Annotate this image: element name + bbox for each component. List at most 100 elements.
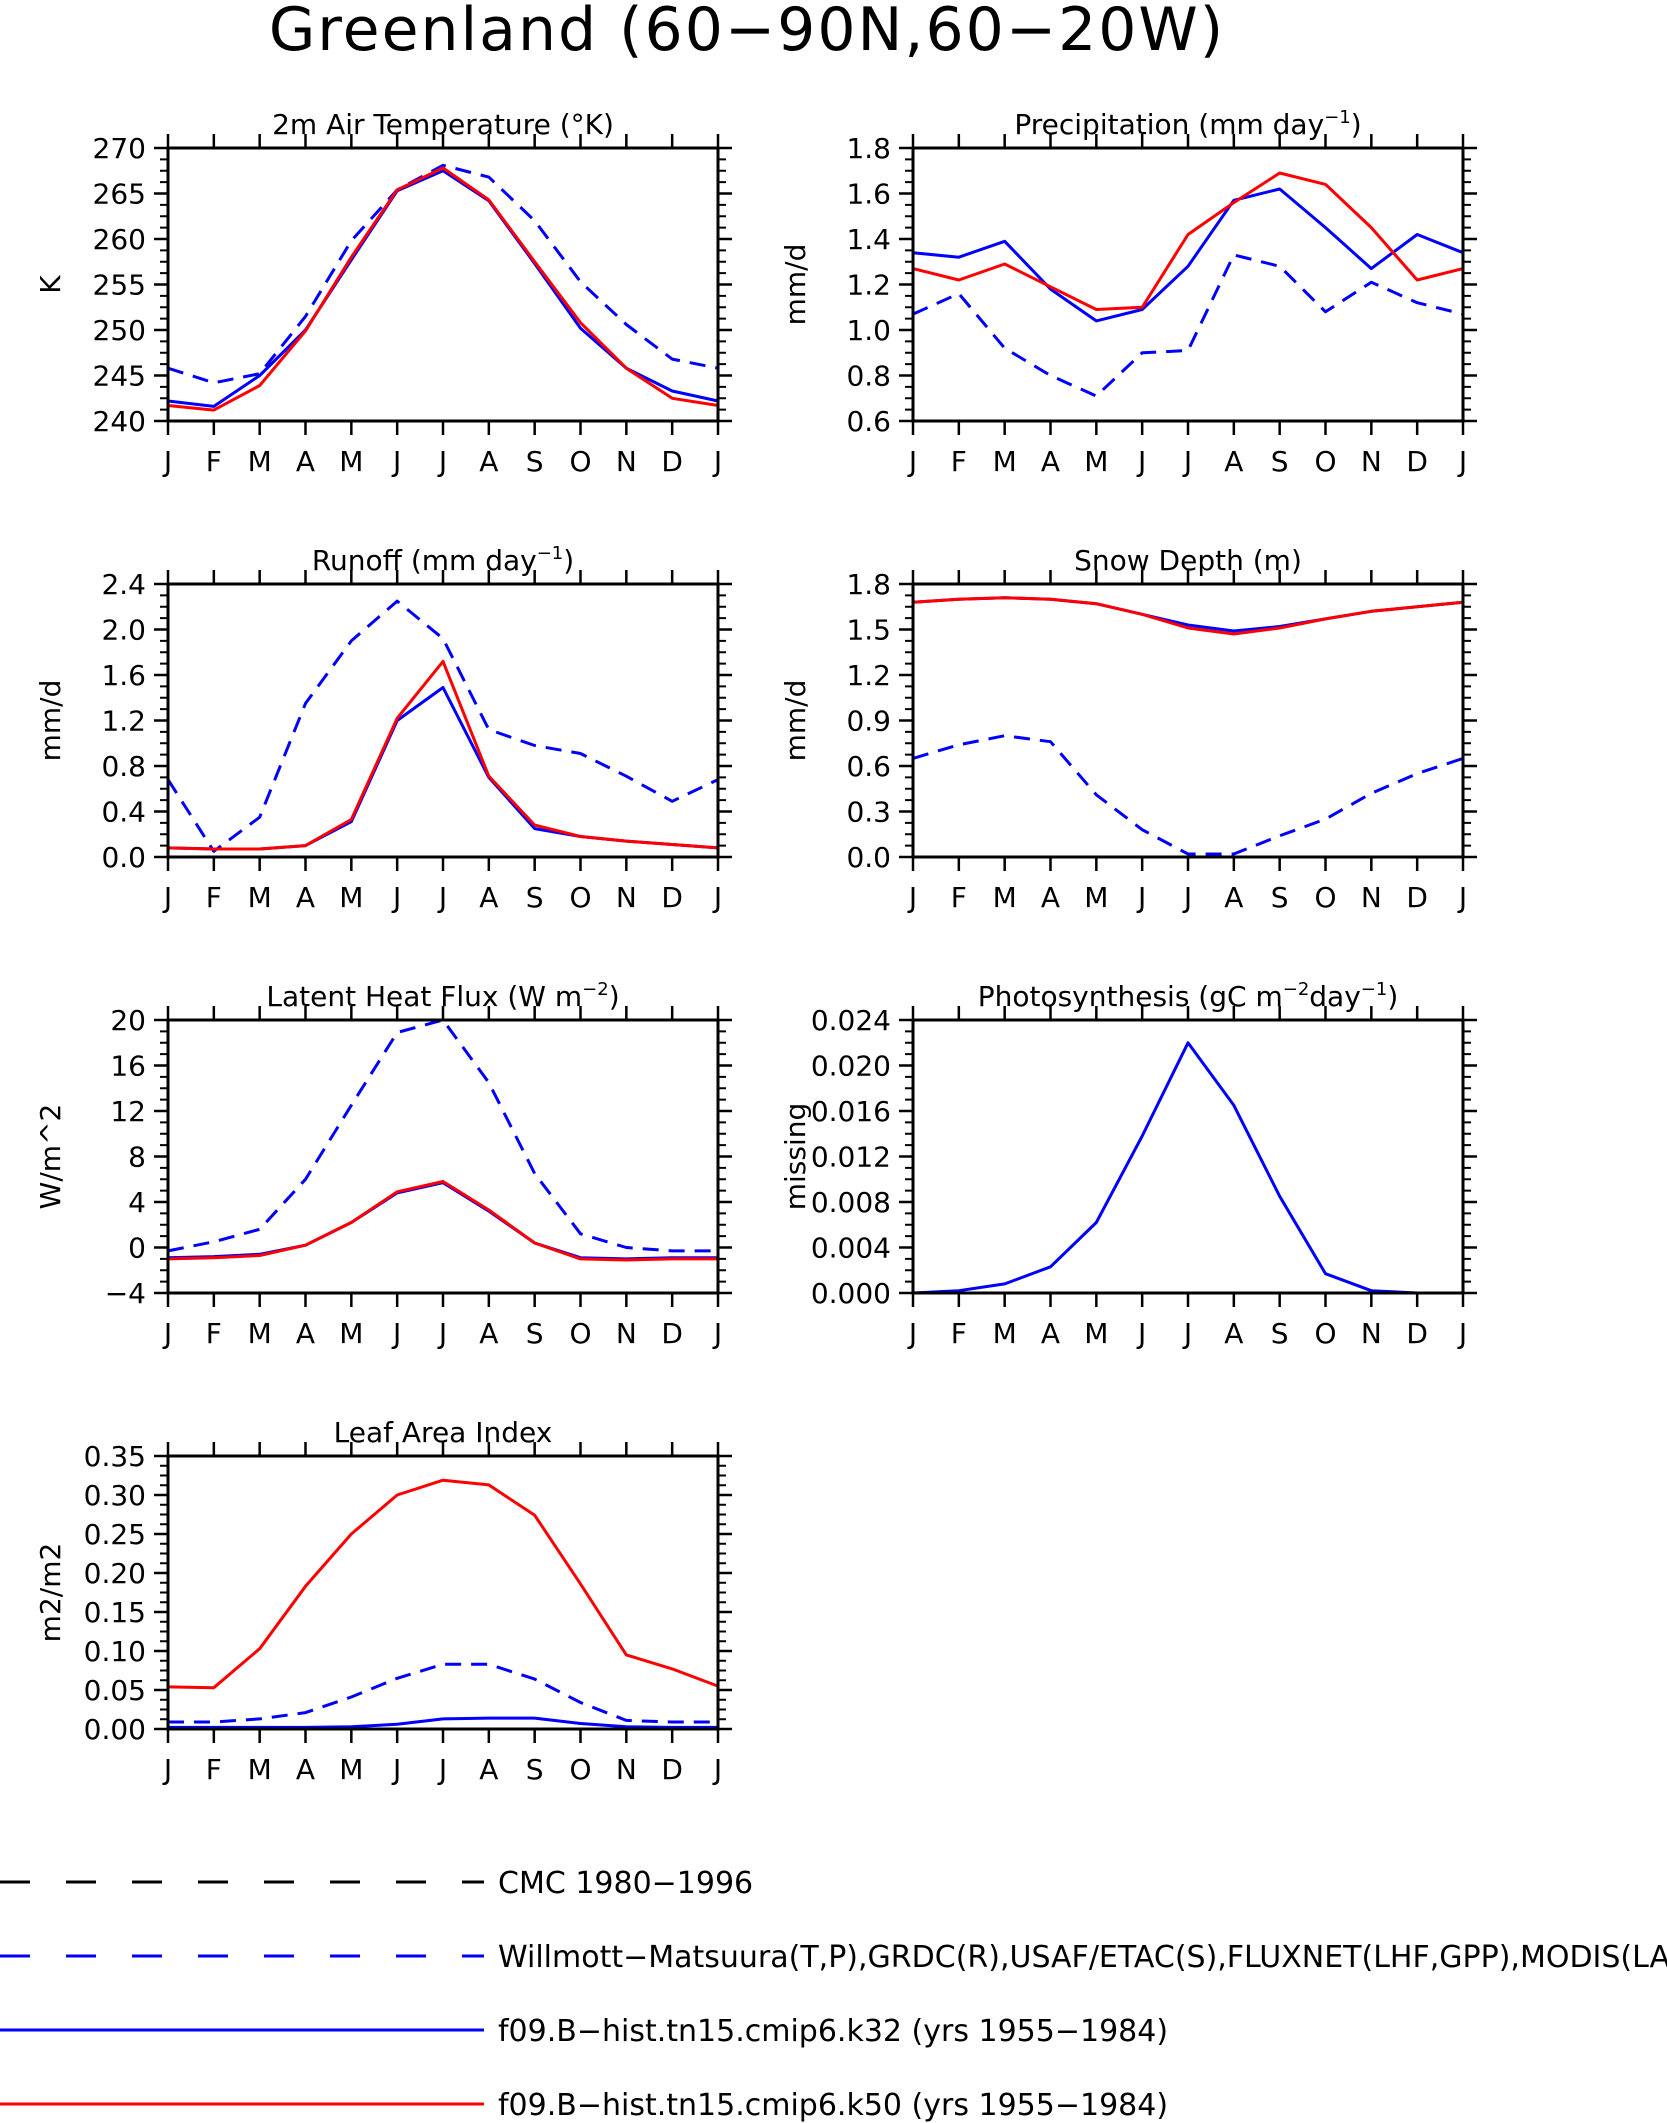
x-tick-label: N: [616, 1317, 637, 1350]
y-tick-label: 1.8: [846, 132, 891, 165]
panel-prec: Precipitation (mm day−1) 0.6 0.8 1.0 1.2 1.4 1…: [779, 107, 1477, 478]
panel-title: Photosynthesis (gC m−2day−1): [978, 979, 1399, 1013]
x-tick-label: M: [339, 1753, 363, 1786]
x-tick-label: A: [479, 1317, 498, 1350]
y-axis-label: m2/m2: [34, 1543, 67, 1643]
x-tick-label: A: [479, 881, 498, 914]
title-suffix: day: [1309, 980, 1361, 1013]
x-tick-label: N: [1361, 1317, 1382, 1350]
chart-panels: 2m Air Temperature (°K)24024525025526026…: [34, 107, 1477, 1786]
x-tick-label: A: [296, 1753, 315, 1786]
panel-lai: Leaf Area Index0.000.050.100.150.200.250…: [34, 1416, 732, 1786]
x-tick-label: J: [437, 881, 447, 914]
y-tick-label: 250: [93, 314, 146, 347]
x-tick-label: D: [1406, 445, 1428, 478]
x-tick-label: O: [569, 1753, 591, 1786]
title-text: Latent Heat Flux (W m: [266, 980, 582, 1013]
x-tick-label: M: [1084, 881, 1108, 914]
panel-t2m: 2m Air Temperature (°K)24024525025526026…: [34, 108, 732, 478]
x-tick-label: F: [206, 1317, 222, 1350]
x-tick-label: D: [661, 881, 683, 914]
y-tick-label: 260: [93, 223, 146, 256]
x-tick-label: A: [1041, 445, 1060, 478]
y-tick-label: 1.2: [101, 705, 146, 738]
legend-label-3: f09.B−hist.tn15.cmip6.k50 (yrs 1955−1984…: [498, 2088, 1168, 2123]
x-tick-label: J: [162, 1317, 172, 1350]
series-line-solid-2: [167, 1478, 719, 1690]
plot-frame: [166, 1454, 720, 1731]
x-tick-label: D: [661, 1753, 683, 1786]
y-tick-label: 0.0: [101, 841, 146, 874]
legend: CMC 1980−1996 Willmott−Matsuura(T,P),GRDC…: [0, 1866, 1667, 2123]
x-tick-label: J: [712, 1753, 722, 1786]
title-suffix: ): [563, 544, 574, 577]
y-tick-label: 1.0: [846, 314, 891, 347]
x-tick-label: M: [339, 445, 363, 478]
y-tick-label: 2.0: [101, 614, 146, 647]
x-tick-label: A: [1224, 881, 1243, 914]
x-tick-label: A: [1224, 445, 1243, 478]
title-superscript-2: −1: [1361, 979, 1388, 1000]
title-superscript: −1: [537, 543, 564, 564]
x-tick-label: J: [391, 1753, 401, 1786]
x-tick-label: J: [162, 1753, 172, 1786]
title-superscript: −1: [1324, 107, 1351, 128]
x-tick-label: J: [437, 445, 447, 478]
x-tick-label: O: [1314, 445, 1336, 478]
series-line-dashed-0: [166, 599, 719, 853]
y-tick-label: 0.6: [846, 405, 891, 438]
y-tick-label: 0: [128, 1232, 146, 1265]
series-line-solid-2: [912, 171, 1464, 311]
legend-label-0: CMC 1980−1996: [498, 1866, 753, 1901]
x-tick-label: M: [248, 881, 272, 914]
y-tick-label: 0.25: [84, 1518, 146, 1551]
y-tick-label: 1.2: [846, 659, 891, 692]
x-tick-label: J: [1457, 1317, 1467, 1350]
y-tick-label: 0.30: [84, 1479, 146, 1512]
x-tick-label: M: [248, 445, 272, 478]
x-tick-label: N: [1361, 445, 1382, 478]
y-tick-label: 0.012: [811, 1141, 891, 1174]
y-tick-label: 0.024: [811, 1004, 891, 1037]
y-tick-label: 0.008: [811, 1186, 891, 1219]
y-tick-label: 0.8: [101, 750, 146, 783]
title-suffix: ): [609, 980, 620, 1013]
x-tick-label: J: [1136, 445, 1146, 478]
y-tick-label: 0.15: [84, 1596, 146, 1629]
y-tick-label: 0.20: [84, 1557, 146, 1590]
plot-frame: [911, 1018, 1465, 1295]
y-tick-label: 8: [128, 1141, 146, 1174]
page-title: Greenland (60−90N,60−20W): [269, 0, 1225, 65]
x-tick-label: J: [1136, 1317, 1146, 1350]
x-tick-label: J: [907, 881, 917, 914]
plot-frame: [166, 1018, 720, 1295]
x-tick-label: S: [526, 881, 544, 914]
x-tick-label: S: [526, 1753, 544, 1786]
title-suffix-2: ): [1387, 980, 1398, 1013]
y-axis-label: K: [34, 275, 67, 294]
series-line-dashed-0: [167, 163, 719, 385]
x-tick-label: J: [712, 445, 722, 478]
y-tick-label: 2.4: [101, 568, 146, 601]
x-tick-label: F: [206, 881, 222, 914]
x-tick-label: J: [907, 445, 917, 478]
y-axis-label: missing: [779, 1103, 812, 1211]
x-tick-label: O: [569, 881, 591, 914]
y-tick-label: 0.00: [84, 1713, 146, 1746]
x-tick-label: A: [296, 1317, 315, 1350]
x-tick-label: A: [1224, 1317, 1243, 1350]
y-tick-label: 0.05: [84, 1674, 146, 1707]
panel-title: Latent Heat Flux (W m−2): [266, 979, 619, 1013]
x-tick-label: F: [206, 445, 222, 478]
y-tick-label: 1.8: [846, 568, 891, 601]
series-line-dashed-0: [167, 1018, 718, 1253]
x-tick-label: J: [391, 1317, 401, 1350]
x-tick-label: J: [437, 1317, 447, 1350]
plot-frame: [166, 582, 720, 859]
y-tick-label: 1.6: [101, 659, 146, 692]
series-line-solid-2: [167, 1180, 718, 1262]
y-tick-label: 16: [110, 1050, 146, 1083]
x-tick-label: N: [616, 445, 637, 478]
panel-title: Runoff (mm day−1): [312, 543, 574, 577]
